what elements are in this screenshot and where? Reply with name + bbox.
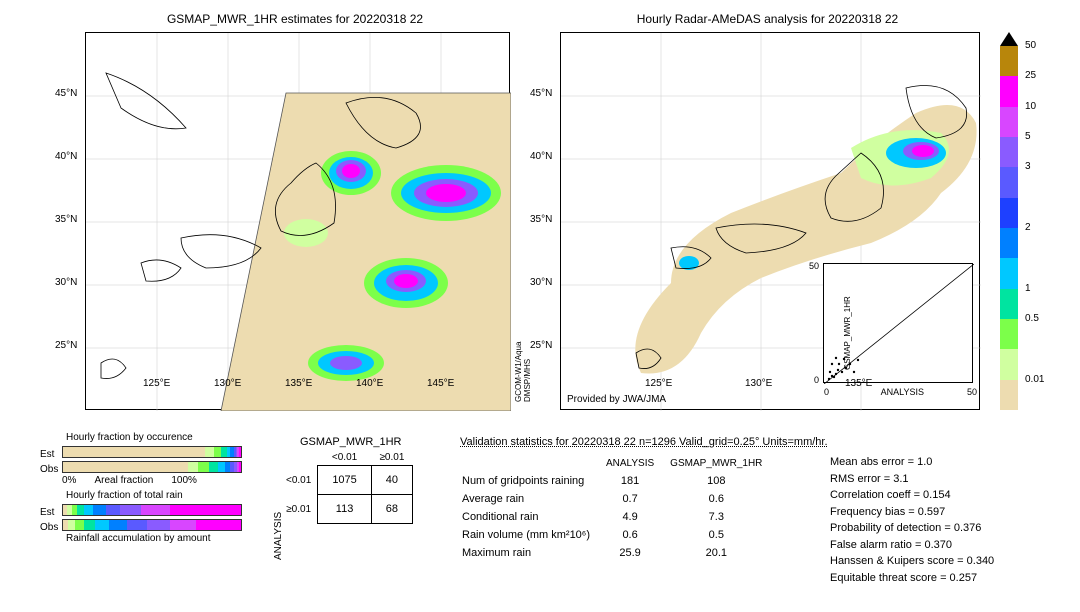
rain-obs-label: Obs [40,522,62,533]
colorbar-label: 0.5 [1025,313,1039,324]
ct-row-0: <0.01 [280,466,318,495]
right-ytick-40: 40°N [530,151,552,162]
left-map-title: GSMAP_MWR_1HR estimates for 20220318 22 [80,12,510,26]
colorbar-label: 3 [1025,161,1031,172]
colorbar-label: 25 [1025,70,1036,81]
occ-obs-bar [62,461,242,473]
rain-title: Hourly fraction of total rain [66,490,242,501]
right-xtick-130: 130°E [745,378,772,389]
hbar-xright: 100% [171,475,197,486]
scatter-ytick-50: 50 [809,261,819,271]
colorbar-label: 0.01 [1025,374,1044,385]
right-ytick-35: 35°N [530,214,552,225]
rain-est-label: Est [40,507,62,518]
scatter-xlabel: ANALYSIS [881,387,924,397]
metrics-section: Mean abs error = 1.0RMS error = 3.1Corre… [830,454,994,586]
metric-row: Mean abs error = 1.0 [830,454,994,471]
metric-row: False alarm ratio = 0.370 [830,537,994,554]
occ-title: Hourly fraction by occurence [66,432,242,443]
right-ytick-45: 45°N [530,88,552,99]
colorbar-label: 5 [1025,131,1031,142]
left-map-svg [86,33,511,411]
scatter-xtick-50: 50 [967,387,977,397]
hbar-footer: Rainfall accumulation by amount [66,533,242,544]
right-ytick-25: 25°N [530,340,552,351]
scatter-ylabel: GSMAP_MWR_1HR [843,296,852,370]
rain-obs-bar [62,519,242,531]
ct-01: 40 [371,466,412,495]
left-map-panel [85,32,510,410]
left-ytick-25: 25°N [55,340,77,351]
occ-est-label: Est [40,449,62,460]
ct-row-1: ≥0.01 [280,495,318,524]
colorbar-label: 2 [1025,222,1031,233]
ct-00: 1075 [318,466,371,495]
ct-col-1: ≥0.01 [371,450,412,466]
colorbar: 50251053210.50.01 [1000,32,1018,410]
left-ytick-45: 45°N [55,88,77,99]
right-map-provider: Provided by JWA/JMA [567,394,666,405]
metric-row: Probability of detection = 0.376 [830,520,994,537]
hbar-xleft: 0% [62,475,76,486]
contingency-table: <0.01≥0.01 <0.01107540 ≥0.0111368 [280,450,413,524]
colorbar-label: 50 [1025,40,1036,51]
ct-10: 113 [318,495,371,524]
stats-title: Validation statistics for 20220318 22 n=… [460,436,828,448]
hbar-xlabel: Areal fraction [94,475,153,486]
right-xtick-125: 125°E [645,378,672,389]
colorbar-label: 1 [1025,283,1031,294]
ct-col-title: GSMAP_MWR_1HR [300,436,401,448]
colorbar-arrow-icon [1000,32,1018,46]
scatter-xtick-0: 0 [824,387,829,397]
metric-row: Equitable threat score = 0.257 [830,570,994,587]
metric-row: Correlation coeff = 0.154 [830,487,994,504]
metric-row: Hanssen & Kuipers score = 0.340 [830,553,994,570]
left-xtick-125: 125°E [143,378,170,389]
occ-obs-label: Obs [40,464,62,475]
colorbar-label: 10 [1025,101,1036,112]
left-ytick-40: 40°N [55,151,77,162]
rain-est-bar [62,504,242,516]
ct-col-0: <0.01 [318,450,371,466]
metric-row: RMS error = 3.1 [830,471,994,488]
right-map-panel: Provided by JWA/JMA 50 0 0 50 ANALYSIS G… [560,32,980,410]
scatter-ytick-0: 0 [814,375,819,385]
left-xtick-145: 145°E [427,378,454,389]
stats-table: ANALYSISGSMAP_MWR_1HRNum of gridpoints r… [460,454,778,563]
left-xtick-130: 130°E [214,378,241,389]
ct-11: 68 [371,495,412,524]
stats-section: Validation statistics for 20220318 22 n=… [460,436,828,563]
left-ytick-30: 30°N [55,277,77,288]
left-xtick-140: 140°E [356,378,383,389]
metric-row: Frequency bias = 0.597 [830,504,994,521]
right-xtick-135: 135°E [845,378,872,389]
right-ytick-30: 30°N [530,277,552,288]
right-map-title: Hourly Radar-AMeDAS analysis for 2022031… [555,12,980,26]
left-xtick-135: 135°E [285,378,312,389]
occurrence-bars: Hourly fraction by occurence Est Obs 0% A… [40,432,242,546]
left-ytick-35: 35°N [55,214,77,225]
occ-est-bar [62,446,242,458]
